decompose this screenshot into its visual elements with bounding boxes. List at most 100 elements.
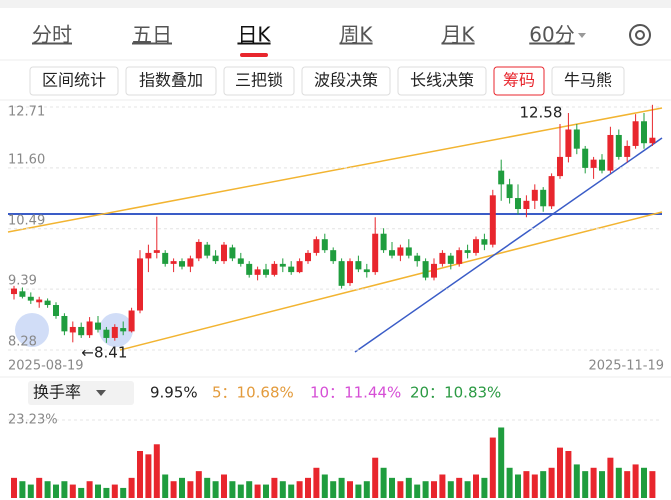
status-strip (0, 0, 671, 8)
tool-label[interactable]: 波段决策 (314, 71, 378, 90)
candle-body (137, 258, 143, 311)
volume-bar (212, 481, 219, 498)
candle-body (557, 156, 563, 177)
tab[interactable]: 月K (441, 23, 475, 47)
volume-bar (439, 474, 446, 498)
volume-bar (548, 467, 555, 498)
candle-body (338, 261, 345, 286)
volume-bar (120, 487, 127, 498)
volume-bar (540, 471, 547, 498)
candle-body (237, 258, 244, 264)
tool-label[interactable]: 牛马熊 (564, 71, 612, 90)
volume-bar (405, 477, 412, 498)
volume-bar (624, 471, 631, 498)
channel-lower (119, 211, 663, 351)
tool-button[interactable] (223, 66, 295, 96)
candle-body (481, 239, 488, 245)
candle-body (246, 263, 253, 275)
volume-bar (179, 477, 185, 498)
candle-body (540, 189, 547, 207)
candle-body (162, 252, 169, 264)
x-start-label: 2025-08-19 (8, 359, 84, 374)
volume-bar (464, 481, 471, 498)
indicator-name[interactable]: 换手率 (33, 383, 81, 402)
tool-label[interactable]: 长线决策 (410, 71, 474, 90)
tool-label[interactable]: 指数叠加 (139, 71, 203, 90)
tool-button[interactable] (29, 66, 119, 96)
indicator-select[interactable] (28, 381, 134, 405)
volume-bar (321, 474, 328, 498)
tool-label[interactable]: 筹码 (503, 71, 535, 90)
tab[interactable]: 周K (339, 23, 373, 47)
volume-bar (573, 464, 580, 498)
volume-bar (372, 457, 379, 498)
candle-body (548, 176, 555, 207)
gear-hub[interactable] (635, 30, 645, 40)
settings-icon[interactable] (629, 24, 651, 46)
candle-body (506, 184, 513, 199)
y-tick-label: 10.49 (8, 213, 45, 228)
tab-indicator (240, 53, 268, 57)
tool-button[interactable] (125, 66, 217, 96)
tab[interactable]: 分时 (32, 23, 72, 47)
tab[interactable]: 60分 (529, 23, 574, 47)
volume-bar (632, 464, 639, 498)
volume-bar (229, 481, 236, 498)
volume-bar (78, 487, 85, 498)
candle-body (53, 305, 59, 316)
volume-bar (498, 427, 505, 498)
candle-body (624, 145, 631, 157)
trend-line (354, 137, 663, 353)
tool-button[interactable] (551, 66, 625, 96)
volume-bar (254, 484, 261, 498)
tool-label[interactable]: 区间统计 (42, 71, 106, 90)
candle-body (313, 239, 320, 253)
tab[interactable]: 日K (237, 23, 271, 47)
volume-bar (313, 467, 320, 498)
candle-body (649, 137, 656, 144)
volume-bar (523, 471, 530, 498)
candle-body (296, 261, 303, 273)
candle-body (271, 263, 278, 275)
tab[interactable]: 五日 (132, 23, 172, 47)
candle-body (372, 233, 379, 273)
tool-button[interactable] (301, 66, 391, 96)
candle-body (607, 134, 614, 171)
volume-bar (279, 481, 286, 498)
candle-body (229, 247, 236, 259)
candle-body (397, 247, 404, 256)
candle-body (447, 255, 454, 264)
volume-bar (330, 481, 337, 498)
volume-bar (489, 437, 496, 498)
volume-bar (86, 481, 93, 498)
candle-body (61, 315, 68, 332)
candle-body (498, 170, 505, 185)
candle-body (145, 252, 152, 259)
volume-bar (305, 477, 311, 498)
low-annotation: ←8.41 (81, 343, 127, 361)
volume-bar (69, 484, 76, 498)
candle-body (515, 198, 521, 210)
dropdown-arrow (96, 390, 106, 396)
tool-label[interactable]: 三把锁 (235, 71, 283, 90)
candle-body (254, 269, 261, 275)
candle-body (27, 296, 34, 301)
nav-bubble[interactable] (15, 313, 49, 347)
candle-body (582, 148, 589, 168)
gear[interactable] (629, 24, 651, 46)
candle-body (380, 233, 387, 251)
candle-body (305, 252, 311, 262)
candle-body (19, 291, 26, 297)
volume-bar (271, 477, 278, 498)
candle-body (187, 258, 194, 267)
volume-bar (195, 471, 202, 498)
candle-body (389, 250, 395, 256)
y-tick-label: 8.28 (8, 335, 37, 350)
tool-button[interactable] (493, 66, 545, 96)
tool-button[interactable] (397, 66, 487, 96)
candle-body (573, 129, 580, 149)
volume-bar (296, 481, 303, 498)
y-tick-label: 9.39 (8, 274, 37, 289)
high-annotation: 12.58 (519, 104, 562, 122)
candle-body (153, 250, 160, 253)
